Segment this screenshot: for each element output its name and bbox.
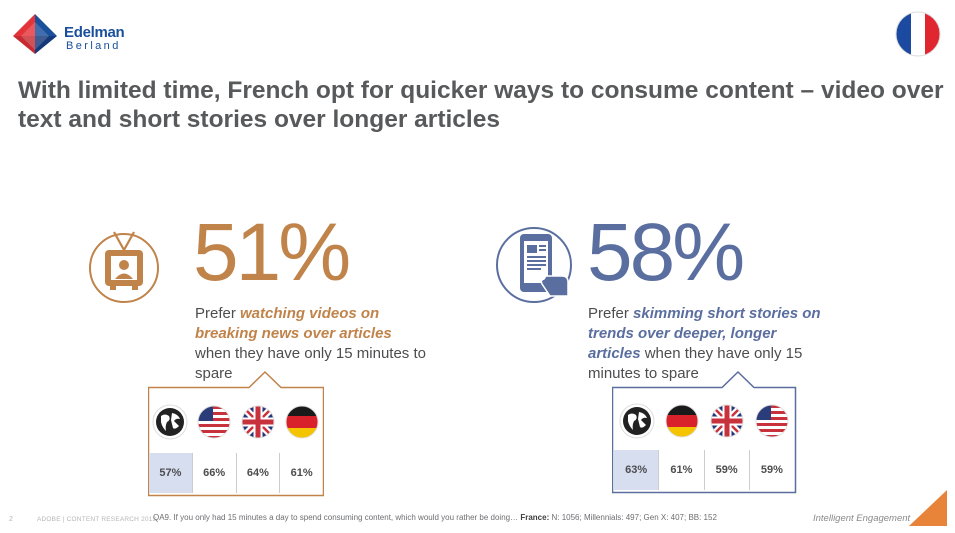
france-flag-icon (895, 11, 941, 57)
logo-subname: Berland (66, 40, 121, 52)
footer-question: QA9. If you only had 15 minutes a day to… (153, 513, 717, 522)
tv-icon (89, 231, 159, 303)
globe-icon (152, 404, 188, 440)
page-title: With limited time, French opt for quicke… (18, 77, 944, 133)
market-cell (280, 402, 324, 442)
question-text: QA9. If you only had 15 minutes a day to… (153, 513, 519, 522)
sample-text: N: 1056; Millennials: 497; Gen X: 407; B… (549, 513, 717, 522)
desc-text: when they have only 15 minutes to spare (588, 345, 803, 382)
market-cell (749, 401, 794, 441)
market-value: 59% (760, 464, 783, 476)
market-values: 57% 66% 64% 61% (149, 453, 323, 493)
us-flag-icon (197, 405, 231, 439)
desc-text: Prefer (195, 305, 241, 322)
stat-description-short-stories: Prefer skimming short stories on trends … (588, 304, 823, 384)
logo-name: Edelman (64, 24, 125, 41)
edelman-logo-icon (13, 14, 57, 54)
footer-tagline: Intelligent Engagement (813, 513, 911, 524)
uk-flag-icon (241, 405, 275, 439)
germany-flag-icon (285, 405, 319, 439)
market-cell (148, 402, 192, 442)
desc-text: when they have only 15 minutes to spare (195, 345, 426, 382)
sample-label: France: (520, 513, 550, 522)
phone-icon (496, 227, 572, 303)
market-comparison-short-stories: 63% 61% 59% 59% (612, 368, 798, 498)
germany-flag-icon (665, 404, 698, 438)
globe-icon (619, 403, 654, 439)
market-values: 63% 61% 59% 59% (614, 450, 794, 490)
us-flag-icon (755, 404, 788, 438)
market-value: 64% (237, 453, 281, 493)
market-cell (192, 402, 236, 442)
desc-highlight: watching videos on breaking news over ar… (195, 305, 392, 342)
market-value: 57% (149, 453, 193, 493)
market-value: 63% (614, 450, 660, 490)
stat-value-short-stories: 58% (587, 207, 745, 298)
market-value: 66% (193, 453, 237, 493)
footer-source: ADOBE | CONTENT RESEARCH 2013 (37, 516, 157, 523)
stat-value-videos: 51% (193, 207, 351, 298)
market-value: 61% (659, 450, 705, 490)
market-value: 61% (290, 467, 313, 479)
callout-frame (612, 370, 797, 494)
market-cell (659, 401, 704, 441)
stat-description-videos: Prefer watching videos on breaking news … (195, 304, 430, 384)
market-cell (614, 401, 659, 441)
uk-flag-icon (710, 404, 743, 438)
callout-frame (148, 370, 324, 497)
desc-highlight: skimming short stories on trends over de… (588, 305, 821, 362)
page-number: 2 (9, 516, 13, 523)
market-cell (236, 402, 280, 442)
market-value: 59% (705, 450, 750, 490)
market-comparison-videos: 57% 66% 64% 61% (148, 368, 324, 498)
market-cell (704, 401, 749, 441)
desc-text: Prefer (588, 305, 634, 322)
corner-triangle-icon (909, 490, 947, 526)
